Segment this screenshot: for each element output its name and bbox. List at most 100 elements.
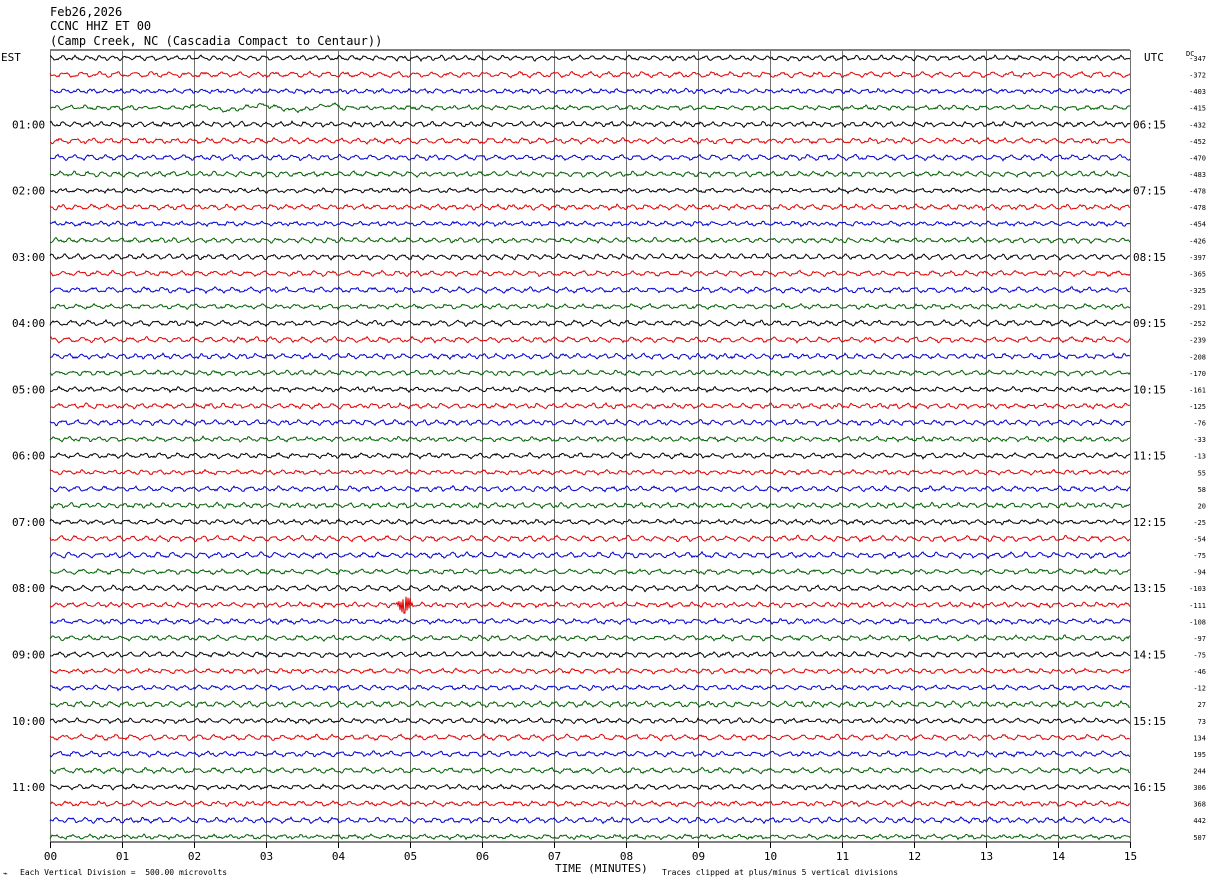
dc-offset-label: -25 <box>1193 519 1206 527</box>
trace-line <box>49 766 1131 775</box>
x-tick-label: 10 <box>764 850 777 863</box>
est-hour-label: 11:00 <box>12 781 45 794</box>
dc-offset-label: -125 <box>1189 403 1206 411</box>
trace-line <box>49 385 1131 394</box>
trace-line <box>49 534 1131 543</box>
utc-hour-label: 14:15 <box>1133 649 1166 662</box>
x-tick-label: 03 <box>260 850 273 863</box>
trace-line <box>49 136 1131 145</box>
dc-offset-label: -75 <box>1193 552 1206 560</box>
dc-offset-label: 442 <box>1193 817 1206 825</box>
dc-offset-label: 55 <box>1198 469 1206 477</box>
trace-line <box>49 584 1131 593</box>
seismic-traces <box>49 54 1131 841</box>
est-axis-label: EST <box>1 51 21 64</box>
trace-line <box>50 302 1131 311</box>
trace-line <box>49 418 1131 427</box>
axis-labels: 00 01 02 03 04 05 06 07 08 09 10 11 12 13 14 15 EST UTC DC… <box>1 50 1206 863</box>
trace-line <box>49 70 1131 79</box>
trace-line <box>49 684 1131 692</box>
dc-offset-label: 195 <box>1193 751 1206 759</box>
x-tick-label: 11 <box>836 850 849 863</box>
trace-line <box>49 369 1131 377</box>
est-hour-label: 06:00 <box>12 450 45 463</box>
utc-hour-label: 08:15 <box>1133 251 1166 264</box>
dc-offset-label: 368 <box>1193 801 1206 809</box>
trace-line <box>50 87 1131 95</box>
trace-line <box>49 816 1131 825</box>
est-hour-label: 02:00 <box>12 185 45 198</box>
location-label: (Camp Creek, NC (Cascadia Compact to Cen… <box>50 34 383 48</box>
trace-line <box>49 402 1131 410</box>
trace-line <box>49 102 1131 114</box>
trace-line <box>49 717 1131 725</box>
dc-offset-label: -54 <box>1193 536 1206 544</box>
est-hour-label: 10:00 <box>12 715 45 728</box>
dc-offset-label: -46 <box>1193 668 1206 676</box>
x-tick-label: 02 <box>188 850 201 863</box>
est-hour-label: 05:00 <box>12 383 45 396</box>
dc-offset-label: 507 <box>1193 834 1206 842</box>
dc-offset-label: -239 <box>1189 337 1206 345</box>
dc-offset-label: 244 <box>1193 768 1206 776</box>
trace-line <box>49 567 1131 576</box>
dc-offset-label: 134 <box>1193 734 1206 742</box>
x-tick-label: 15 <box>1124 850 1137 863</box>
trace-line <box>49 335 1131 344</box>
dc-offset-label: -252 <box>1189 320 1206 328</box>
utc-hour-label: 16:15 <box>1133 781 1166 794</box>
trace-line <box>49 203 1131 212</box>
utc-hour-label: 13:15 <box>1133 582 1166 595</box>
utc-hour-label: 12:15 <box>1133 516 1166 529</box>
dc-offset-label: -347 <box>1189 55 1206 63</box>
trace-line <box>49 170 1131 178</box>
utc-hour-label: 15:15 <box>1133 715 1166 728</box>
dc-offset-label: -452 <box>1189 138 1206 146</box>
x-tick-label: 07 <box>548 850 561 863</box>
vertical-scale-note: Each Vertical Division = 500.00 microvol… <box>20 868 228 877</box>
trace-line <box>49 501 1131 510</box>
utc-axis-label: UTC <box>1144 51 1164 64</box>
dc-offset-label: -170 <box>1189 370 1206 378</box>
dc-offset-label: -75 <box>1193 652 1206 660</box>
clip-note: Traces clipped at plus/minus 5 vertical … <box>662 868 899 877</box>
trace-line <box>49 667 1131 675</box>
dc-offset-label: -372 <box>1189 72 1206 80</box>
trace-line <box>49 120 1131 129</box>
dc-offset-label: -397 <box>1189 254 1206 262</box>
x-tick-label: 01 <box>116 850 129 863</box>
x-tick-label: 00 <box>44 850 57 863</box>
trace-line <box>49 54 1131 62</box>
trace-line <box>49 153 1131 162</box>
est-hour-label: 09:00 <box>12 649 45 662</box>
dc-label: DC <box>1186 50 1194 58</box>
trace-line <box>49 285 1131 295</box>
dc-offset-label: -97 <box>1193 635 1206 643</box>
trace-line <box>49 352 1131 361</box>
dc-offset-label: -33 <box>1193 436 1206 444</box>
trace-line <box>49 750 1131 758</box>
x-tick-label: 09 <box>692 850 705 863</box>
dc-offset-label: -403 <box>1189 88 1206 96</box>
dc-offset-label: -478 <box>1189 188 1206 196</box>
dc-offset-label: -426 <box>1189 237 1206 245</box>
trace-line <box>49 634 1131 642</box>
dc-offset-label: -161 <box>1189 386 1206 394</box>
grid-lines <box>50 49 1131 848</box>
trace-line <box>49 550 1131 560</box>
trace-line <box>49 468 1130 476</box>
dc-offset-label: -208 <box>1189 353 1206 361</box>
trace-line <box>49 650 1131 659</box>
trace-line <box>49 596 1131 614</box>
x-axis-title: TIME (MINUTES) <box>555 862 648 875</box>
x-tick-label: 08 <box>620 850 633 863</box>
dc-offset-label: 20 <box>1198 502 1206 510</box>
trace-line <box>49 699 1131 709</box>
utc-hour-label: 11:15 <box>1133 450 1166 463</box>
trace-line <box>49 783 1131 791</box>
dc-offset-label: -432 <box>1189 121 1206 129</box>
dc-offset-label: -13 <box>1193 453 1206 461</box>
est-hour-label: 08:00 <box>12 582 45 595</box>
dc-offset-label: 306 <box>1193 784 1206 792</box>
